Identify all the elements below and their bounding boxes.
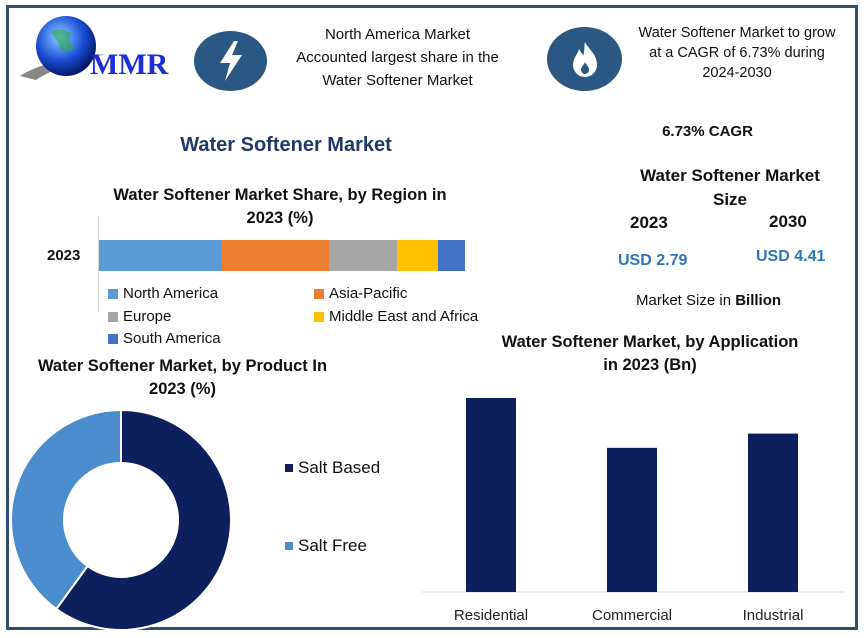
cagr-info: Water Softener Market to grow at a CAGR … [622, 23, 852, 83]
legend-label: Middle East and Africa [329, 308, 479, 325]
donut-slice-salt-free [10, 408, 122, 611]
application-bar-chart: Residential Commercial Industrial [422, 398, 845, 624]
bar-industrial [748, 433, 798, 592]
title-line: Size [712, 190, 748, 209]
legend-swatch [108, 311, 118, 322]
legend-label: North America [123, 285, 219, 302]
bar-commercial [607, 447, 657, 592]
legend-label: Europe [123, 308, 172, 325]
logo-text: MMR [90, 48, 169, 81]
info-line: North America Market [324, 26, 471, 43]
info-line: at a CAGR of 6.73% during [649, 45, 825, 61]
legend-item: Asia-Pacific [314, 285, 407, 302]
info-line: Accounted largest share in the [296, 49, 499, 66]
bar-segment-middle-east-and-africa [396, 240, 438, 271]
legend-swatch [108, 288, 118, 299]
region-stacked-bar [99, 240, 465, 271]
title-line: in 2023 (Bn) [603, 356, 697, 374]
bar-segment-asia-pacific [221, 240, 329, 271]
product-chart-title: Water Softener Market, by Product In 202… [10, 355, 355, 401]
legend-swatch [285, 542, 293, 550]
infographic-frame [6, 5, 858, 630]
year-2030: 2030 [769, 212, 807, 231]
info-line: 2024-2030 [702, 65, 772, 81]
legend-label: South America [123, 330, 221, 347]
legend-item: North America [108, 285, 218, 302]
x-tick-label: Residential [454, 607, 528, 624]
legend-label: Asia-Pacific [329, 285, 408, 302]
region-category-label: 2023 [47, 247, 81, 264]
title-line: Water Softener Market, by Product In [37, 357, 328, 375]
legend-salt-free: Salt Free [285, 536, 367, 556]
info-line: Water Softener Market to grow [638, 25, 836, 41]
legend-salt-based: Salt Based [285, 458, 380, 478]
note-unit: Billion [735, 292, 782, 309]
region-chart-title: Water Softener Market Share, by Region i… [95, 184, 465, 230]
cagr-label: 6.73% CAGR [662, 123, 753, 140]
legend-item: Middle East and Africa [314, 308, 478, 325]
legend-swatch [314, 288, 324, 299]
legend-swatch [314, 311, 324, 322]
bar-segment-north-america [99, 240, 222, 271]
x-tick-label: Commercial [592, 607, 672, 624]
bar-segment-south-america [437, 240, 465, 271]
globe-logo-icon: MMR [20, 16, 169, 81]
value-2023: USD 2.79 [618, 252, 688, 269]
title-line: 2023 (%) [246, 209, 314, 227]
legend-swatch [108, 333, 118, 344]
info-line: Water Softener Market [322, 72, 473, 89]
year-2023: 2023 [630, 213, 668, 232]
value-2030: USD 4.41 [756, 248, 826, 265]
lightning-bolt-icon [194, 31, 267, 91]
title-line: Water Softener Market, by Application [501, 333, 799, 351]
legend-item: Europe [108, 308, 171, 325]
page-title: Water Softener Market [180, 134, 392, 156]
x-tick-label: Industrial [743, 607, 804, 624]
bar-residential [466, 398, 516, 592]
donut-slice-salt-based [54, 408, 232, 631]
legend-label: Salt Based [298, 458, 381, 477]
legend-label: Salt Free [298, 536, 367, 555]
bar-segment-europe [328, 240, 397, 271]
product-donut-chart [10, 408, 232, 631]
title-line: 2023 (%) [149, 380, 216, 398]
flame-icon [547, 27, 622, 91]
north-america-info: North America Market Accounted largest s… [270, 23, 525, 92]
title-line: Water Softener Market Share, by Region i… [113, 186, 447, 204]
legend-item: South America [108, 330, 221, 347]
market-size-title: Water Softener Market Size [615, 164, 845, 212]
legend-swatch [285, 464, 293, 472]
application-chart-title: Water Softener Market, by Application in… [470, 331, 830, 377]
region-axis-line [98, 216, 99, 312]
market-size-note: Market Size in Billion [636, 292, 781, 309]
note-prefix: Market Size in [636, 292, 736, 309]
title-line: Water Softener Market [640, 166, 820, 185]
mmr-logo: MMR [16, 14, 176, 84]
